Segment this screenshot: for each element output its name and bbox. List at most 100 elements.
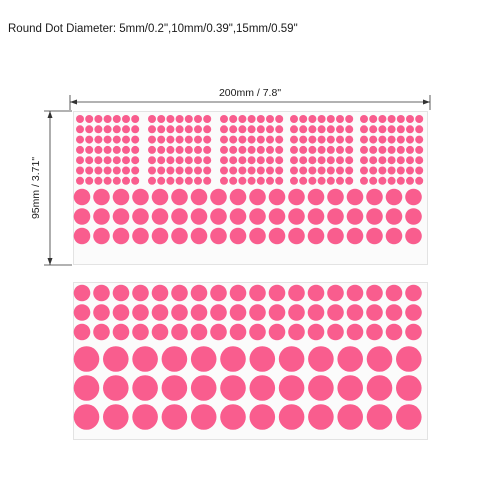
small-dot <box>203 145 212 154</box>
small-dot <box>345 156 354 165</box>
small-dot <box>369 125 378 134</box>
medium-dot <box>112 304 130 321</box>
large-dot <box>161 404 188 430</box>
small-dot <box>369 156 378 165</box>
small-dot <box>166 125 175 134</box>
medium-dot <box>405 323 422 341</box>
medium-dot <box>385 304 403 321</box>
small-dot <box>184 135 193 144</box>
small-dot <box>378 156 387 165</box>
medium-dot <box>249 227 266 245</box>
medium-dot <box>73 304 91 321</box>
small-dot <box>247 166 256 175</box>
small-dot <box>229 135 238 144</box>
small-dot <box>360 125 368 134</box>
small-dot <box>220 176 228 185</box>
small-dot <box>256 145 265 154</box>
small-dot <box>336 135 344 144</box>
medium-dot <box>73 208 91 225</box>
small-dot <box>299 135 308 144</box>
small-dot <box>396 135 405 144</box>
large-dot <box>73 375 100 401</box>
small-dot <box>220 115 228 123</box>
small-dot <box>266 166 274 175</box>
small-dot <box>275 135 284 144</box>
medium-dot <box>405 284 422 302</box>
small-dot <box>85 125 94 134</box>
small-dot <box>299 166 308 175</box>
small-dot <box>194 135 202 144</box>
small-dot <box>94 166 103 175</box>
small-dot <box>85 166 94 175</box>
small-dot <box>266 135 274 144</box>
small-dot <box>194 125 202 134</box>
small-dot <box>326 166 335 175</box>
small-dot <box>203 135 212 144</box>
small-dot <box>76 166 84 175</box>
large-dot <box>132 404 158 430</box>
small-dot <box>378 176 387 185</box>
small-dot <box>238 125 247 134</box>
medium-dot <box>171 188 188 206</box>
small-dot <box>406 135 414 144</box>
small-dot <box>275 176 284 185</box>
small-dot <box>166 156 175 165</box>
small-dot <box>229 166 238 175</box>
small-dot <box>184 166 193 175</box>
large-dot <box>278 404 305 430</box>
small-dot <box>122 166 130 175</box>
small-dot <box>396 125 405 134</box>
small-dot <box>415 145 424 154</box>
small-dot <box>247 125 256 134</box>
medium-dot <box>288 323 305 341</box>
small-dot <box>406 115 414 123</box>
small-dot <box>220 145 228 154</box>
diameter-caption: Round Dot Diameter: 5mm/0.2",10mm/0.39",… <box>8 23 298 35</box>
small-dot <box>396 145 405 154</box>
medium-dot <box>346 188 364 206</box>
large-dot <box>337 346 364 372</box>
small-dot <box>256 156 265 165</box>
small-dot <box>229 145 238 154</box>
small-dot <box>308 176 317 185</box>
medium-dot <box>385 208 403 225</box>
small-dot <box>308 125 317 134</box>
medium-dot <box>93 208 110 225</box>
small-dot <box>76 145 84 154</box>
large-dot <box>103 346 129 372</box>
large-dot <box>220 346 246 372</box>
medium-dot <box>229 208 247 225</box>
height-arrow-bottom <box>47 258 53 265</box>
small-dot <box>112 145 121 154</box>
small-dot <box>203 125 212 134</box>
large-dot <box>308 404 334 430</box>
small-dot <box>247 135 256 144</box>
medium-dot <box>112 208 130 225</box>
medium-dot <box>366 284 383 302</box>
medium-dot <box>73 284 91 302</box>
small-dot <box>345 125 354 134</box>
small-dot <box>148 156 156 165</box>
medium-dot <box>151 284 169 302</box>
small-dot <box>229 125 238 134</box>
small-dot <box>378 125 387 134</box>
medium-dot <box>132 188 149 206</box>
small-dot <box>369 135 378 144</box>
small-dot <box>157 115 166 123</box>
small-dot <box>238 166 247 175</box>
small-dot <box>299 156 308 165</box>
small-dot <box>184 115 193 123</box>
large-dot <box>73 404 100 430</box>
medium-dot <box>268 227 286 245</box>
small-dot <box>247 156 256 165</box>
small-dot <box>103 115 112 123</box>
medium-dot <box>210 323 227 341</box>
small-dot <box>148 135 156 144</box>
large-dot <box>73 346 100 372</box>
small-dot <box>85 156 94 165</box>
small-dot <box>256 166 265 175</box>
medium-dot <box>307 323 325 341</box>
small-dot <box>94 115 103 123</box>
medium-dot <box>190 284 208 302</box>
small-dot <box>336 125 344 134</box>
